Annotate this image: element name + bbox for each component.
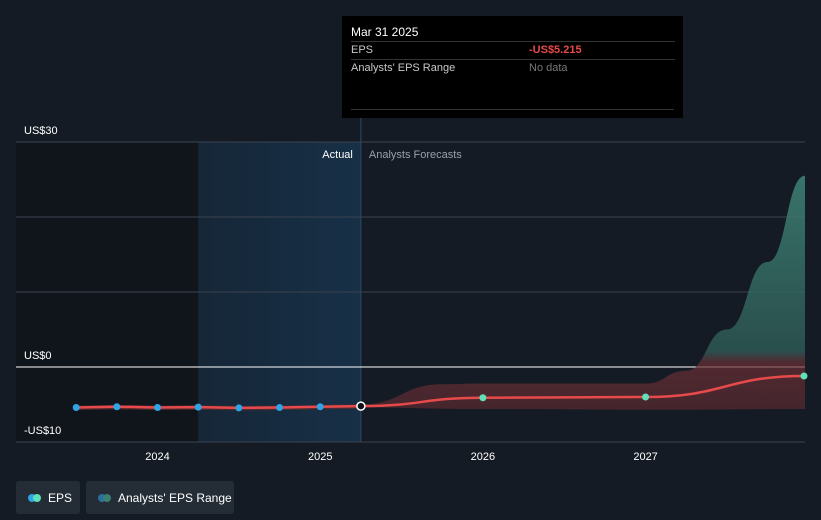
eps-forecast-line: [360, 374, 806, 408]
x-tick-label: 2024: [145, 451, 169, 463]
eps-actual-line: [76, 404, 361, 410]
legend-eps[interactable]: EPS: [16, 481, 80, 514]
eps-actual-point: [276, 404, 284, 411]
tooltip-range-label: Analysts' EPS Range: [351, 62, 456, 74]
x-tick-label: 2026: [471, 451, 495, 463]
legend-range-label: Analysts' EPS Range: [118, 490, 232, 505]
eps-forecast-point: [479, 394, 487, 402]
tooltip-range-row: Analysts' EPS Range No data: [351, 59, 675, 77]
eps-forecast-point: [800, 372, 808, 380]
tooltip-date: Mar 31 2025: [351, 25, 419, 39]
tooltip-eps-value: -US$5.215: [529, 44, 582, 56]
eps-legend-icon: [28, 493, 41, 502]
forecast-section-label: Analysts Forecasts: [369, 149, 462, 161]
eps-actual-point: [194, 403, 202, 411]
eps-actual-point: [316, 403, 324, 411]
y-tick-label: US$0: [24, 350, 52, 362]
analysts-eps-range-band: [360, 175, 805, 410]
y-tick-label: US$30: [24, 125, 58, 137]
y-tick-label: -US$10: [24, 425, 61, 437]
x-tick-label: 2025: [308, 451, 332, 463]
eps-actual-point: [235, 404, 243, 412]
legend-eps-label: EPS: [48, 490, 73, 505]
range-legend-icon: [98, 493, 111, 502]
eps-current-point: [356, 401, 366, 411]
tooltip-eps-row: EPS -US$5.215: [351, 41, 675, 59]
eps-actual-point: [154, 404, 162, 411]
x-tick-label: 2027: [633, 451, 657, 463]
tooltip-eps-label: EPS: [351, 44, 374, 56]
legend-range[interactable]: Analysts' EPS Range: [86, 481, 234, 514]
eps-actual-point: [72, 404, 80, 411]
eps-forecast-point: [642, 393, 650, 401]
tooltip-divider: [351, 109, 674, 110]
actual-section-label: Actual: [322, 149, 353, 161]
tooltip: Mar 31 2025 EPS -US$5.215 Analysts' EPS …: [342, 16, 683, 118]
tooltip-range-value: No data: [529, 62, 568, 74]
eps-actual-point: [113, 403, 121, 411]
